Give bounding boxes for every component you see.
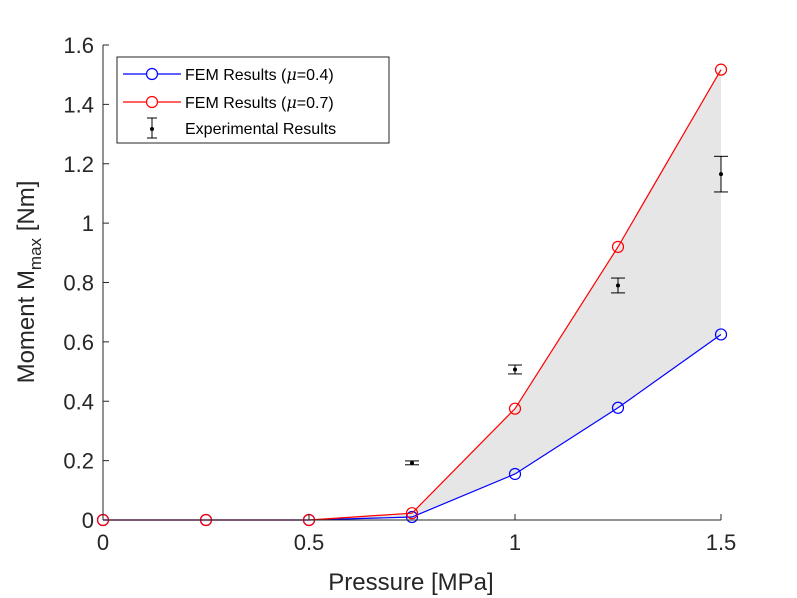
experimental-point-1 [513, 367, 517, 372]
marker-mu04-6 [714, 328, 728, 341]
x-tick-label-2: 1 [509, 530, 521, 555]
experimental-point-0 [410, 461, 414, 465]
legend-box [116, 56, 390, 144]
legend-label-mu04: FEM Results (μ=0.4) [185, 65, 334, 84]
legend-marker-mu07 [145, 95, 159, 109]
marker-mu04-3 [405, 510, 419, 524]
marker-mu07-6 [714, 63, 728, 76]
y-tick-label-2: 0.4 [63, 389, 94, 414]
y-tick-label-8: 1.6 [63, 33, 94, 58]
legend-label-experimental: Experimental Results [185, 121, 336, 138]
y-tick-label-3: 0.6 [63, 330, 94, 355]
y-tick-label-6: 1.2 [63, 152, 94, 177]
y-tick-label-7: 1.4 [63, 92, 94, 117]
y-tick-label-0: 0 [82, 508, 94, 533]
y-axis-label-main: Moment M [13, 270, 40, 383]
errorbar-2 [611, 277, 625, 294]
errorbar-0 [405, 460, 419, 466]
legend-marker-mu04 [145, 67, 159, 81]
experimental-point-3 [719, 172, 723, 177]
marker-mu07-3 [405, 507, 419, 520]
shaded-region [103, 69, 721, 520]
marker-mu04-5 [611, 401, 625, 414]
x-tick-label-0: 0 [97, 530, 109, 555]
marker-mu07-5 [611, 240, 625, 253]
y-tick-label-4: 0.8 [63, 271, 94, 296]
y-axis-label: Moment Mmax [Nm] [13, 181, 45, 384]
y-axis-label-subscript: max [26, 237, 45, 270]
x-axis-label: Pressure [MPa] [328, 569, 493, 596]
errorbar-1 [508, 364, 522, 375]
legend-marker-experimental [147, 117, 157, 139]
y-axis-label-unit: [Nm] [13, 181, 40, 232]
marker-mu04-4 [508, 467, 522, 481]
y-tick-label-1: 0.2 [63, 449, 94, 474]
axes: 0 0.5 1 1.5 0 0.2 0.4 0.6 0.8 1 1.2 1.4 1.6 [63, 33, 736, 555]
x-tick-label-3: 1.5 [706, 530, 737, 555]
y-tick-label-5: 1 [82, 211, 94, 236]
experimental-point-2 [616, 283, 620, 288]
x-tick-label-1: 0.5 [294, 530, 325, 555]
legend: FEM Results (μ=0.4) FEM Results (μ=0.7) Ex… [116, 56, 390, 144]
marker-mu07-4 [508, 402, 522, 415]
errorbar-3 [714, 155, 728, 193]
legend-label-mu07: FEM Results (μ=0.7) [185, 93, 334, 112]
